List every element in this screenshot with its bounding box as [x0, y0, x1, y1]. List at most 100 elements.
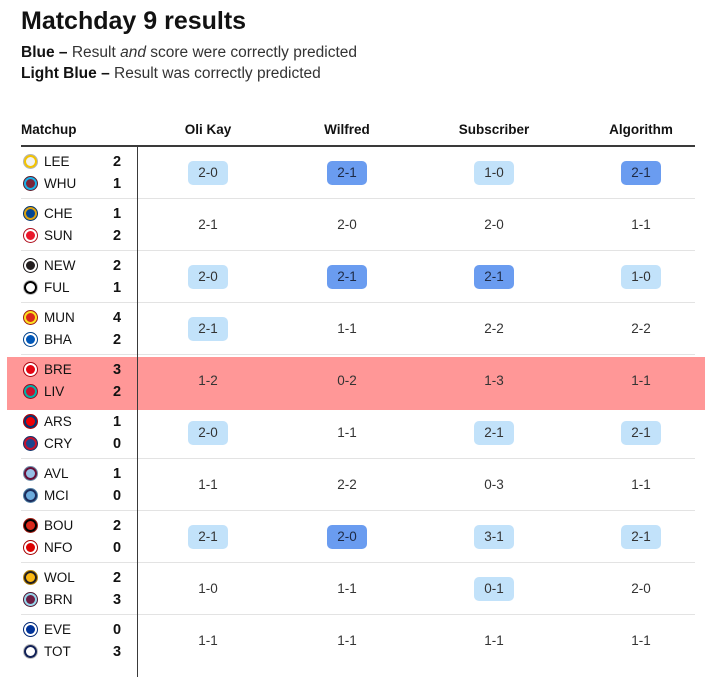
prediction-score: 2-0: [484, 217, 504, 232]
team-crest-icon: [23, 154, 38, 169]
home-team-abbr: WOL: [44, 570, 75, 585]
prediction-score: 0-3: [484, 477, 504, 492]
page-title: Matchday 9 results: [21, 7, 247, 35]
team-crest-icon: [23, 592, 38, 607]
matchup-divider: [137, 147, 138, 677]
prediction-cell-wilfred: 1-1: [277, 629, 417, 653]
away-team: NFO 0: [21, 538, 131, 558]
home-team: AVL 1: [21, 464, 131, 484]
prediction-score: 2-0: [631, 581, 651, 596]
prediction-score: 2-1: [327, 161, 367, 185]
away-team-abbr: LIV: [44, 384, 65, 399]
home-team-goals: 2: [112, 518, 122, 534]
table-row: BOU 2 NFO 0 2-1 2-0 3-1 2-1: [21, 511, 695, 563]
prediction-score: 0-1: [474, 577, 514, 601]
away-team: BHA 2: [21, 330, 131, 350]
table-row: MUN 4 BHA 2 2-1 1-1 2-2 2-2: [21, 303, 695, 355]
prediction-cell-wilfred: 0-2: [277, 369, 417, 393]
prediction-cell-subscriber: 0-3: [424, 473, 564, 497]
home-team: BRE 3: [21, 360, 131, 380]
home-team: ARS 1: [21, 412, 131, 432]
prediction-score: 1-1: [337, 581, 357, 596]
team-crest-icon: [23, 644, 38, 659]
table-row: WOL 2 BRN 3 1-0 1-1 0-1 2-0: [21, 563, 695, 615]
prediction-score: 1-1: [484, 633, 504, 648]
prediction-cell-oli-kay: 2-1: [138, 317, 278, 341]
prediction-score: 2-2: [631, 321, 651, 336]
prediction-cell-algorithm: 1-1: [571, 369, 705, 393]
prediction-cell-oli-kay: 2-0: [138, 161, 278, 185]
away-team-goals: 2: [112, 228, 122, 244]
prediction-score: 1-1: [631, 633, 651, 648]
prediction-score: 2-0: [188, 421, 228, 445]
home-team-abbr: ARS: [44, 414, 72, 429]
team-crest-icon: [23, 362, 38, 377]
prediction-score: 1-0: [621, 265, 661, 289]
prediction-score: 2-1: [621, 421, 661, 445]
home-team-abbr: LEE: [44, 154, 70, 169]
prediction-cell-wilfred: 1-1: [277, 421, 417, 445]
team-crest-icon: [23, 518, 38, 533]
home-team-goals: 3: [112, 362, 122, 378]
home-team-goals: 4: [112, 310, 122, 326]
legend-blue-text-2: score were correctly predicted: [145, 44, 358, 61]
home-team-goals: 1: [112, 414, 122, 430]
header-divider: [21, 145, 695, 147]
prediction-score: 1-1: [337, 633, 357, 648]
prediction-score: 0-2: [337, 373, 357, 388]
prediction-cell-wilfred: 1-1: [277, 577, 417, 601]
prediction-score: 1-1: [631, 217, 651, 232]
team-crest-icon: [23, 332, 38, 347]
prediction-cell-oli-kay: 1-1: [138, 473, 278, 497]
home-team: WOL 2: [21, 568, 131, 588]
prediction-cell-subscriber: 1-1: [424, 629, 564, 653]
prediction-score: 1-2: [198, 373, 218, 388]
away-team: CRY 0: [21, 434, 131, 454]
prediction-score: 2-0: [188, 265, 228, 289]
prediction-cell-subscriber: 2-0: [424, 213, 564, 237]
table-row: ARS 1 CRY 0 2-0 1-1 2-1 2-1: [21, 407, 695, 459]
table-row: AVL 1 MCI 0 1-1 2-2 0-3 1-1: [21, 459, 695, 511]
team-crest-icon: [23, 622, 38, 637]
prediction-cell-oli-kay: 2-1: [138, 525, 278, 549]
team-crest-icon: [23, 540, 38, 555]
home-team-abbr: CHE: [44, 206, 73, 221]
away-team-abbr: MCI: [44, 488, 69, 503]
prediction-cell-algorithm: 1-1: [571, 629, 705, 653]
away-team-goals: 2: [112, 332, 122, 348]
away-team: TOT 3: [21, 642, 131, 662]
prediction-score: 2-1: [327, 265, 367, 289]
prediction-score: 1-0: [474, 161, 514, 185]
prediction-cell-oli-kay: 1-1: [138, 629, 278, 653]
team-crest-icon: [23, 280, 38, 295]
home-team-abbr: EVE: [44, 622, 72, 637]
table-row: EVE 0 TOT 3 1-1 1-1 1-1 1-1: [21, 615, 695, 667]
legend-light-blue: Light Blue – Result was correctly predic…: [21, 64, 321, 84]
away-team-goals: 0: [112, 436, 122, 452]
table-row: CHE 1 SUN 2 2-1 2-0 2-0 1-1: [21, 199, 695, 251]
prediction-score: 1-1: [337, 321, 357, 336]
away-team: FUL 1: [21, 278, 131, 298]
prediction-cell-oli-kay: 2-1: [138, 213, 278, 237]
prediction-cell-subscriber: 1-0: [424, 161, 564, 185]
legend-blue-emphasis: and: [120, 44, 146, 61]
prediction-cell-algorithm: 2-1: [571, 161, 705, 185]
away-team-abbr: TOT: [44, 644, 71, 659]
legend-blue-text-1: Result: [67, 44, 121, 61]
home-team-goals: 2: [112, 154, 122, 170]
team-crest-icon: [23, 414, 38, 429]
home-team-abbr: NEW: [44, 258, 76, 273]
home-team-goals: 0: [112, 622, 122, 638]
away-team: BRN 3: [21, 590, 131, 610]
prediction-score: 1-0: [198, 581, 218, 596]
prediction-cell-algorithm: 2-2: [571, 317, 705, 341]
away-team: WHU 1: [21, 174, 131, 194]
away-team-goals: 3: [112, 592, 122, 608]
prediction-cell-subscriber: 1-3: [424, 369, 564, 393]
column-header-subscriber: Subscriber: [458, 122, 530, 137]
home-team: BOU 2: [21, 516, 131, 536]
prediction-score: 3-1: [474, 525, 514, 549]
home-team: MUN 4: [21, 308, 131, 328]
prediction-cell-oli-kay: 2-0: [138, 421, 278, 445]
team-crest-icon: [23, 176, 38, 191]
